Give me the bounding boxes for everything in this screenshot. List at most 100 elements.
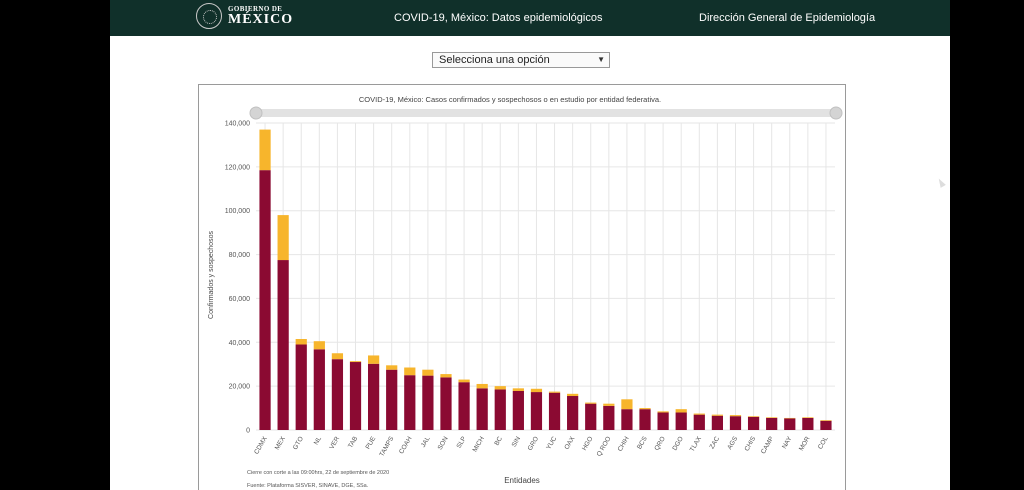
x-tick-label: YUC [545,435,558,451]
bar-segment-suspected [259,129,271,171]
option-select[interactable]: Selecciona una opción ▼ [432,52,610,68]
bar-segment-suspected [766,417,778,418]
logo-main-text: MÉXICO [228,12,294,27]
bar-segment-suspected [277,215,289,261]
bar-segment-confirmed [295,344,307,430]
site-header: GOBIERNO DE MÉXICO COVID-19, México: Dat… [110,0,950,36]
bar-segment-suspected [404,367,416,376]
x-tick-label: BCS [636,435,649,451]
bar-segment-suspected [349,361,362,363]
y-tick-label: 140,000 [225,121,250,128]
chevron-down-icon: ▼ [597,55,605,64]
bar-segment-suspected [729,415,742,417]
bar-segment-confirmed [548,392,561,430]
bar-segment-confirmed [313,349,325,430]
range-slider-left-handle [249,106,263,120]
bar-segment-confirmed [476,388,488,430]
bar-segment-confirmed [422,375,434,430]
x-tick-label: TLAX [689,435,704,453]
chart-title: COVID-19, México: Casos confirmados y so… [359,95,661,104]
bar-segment-confirmed [567,396,579,430]
chart-labels: COVID-19, México: Casos confirmados y so… [208,95,661,489]
y-tick-label: 80,000 [229,252,251,259]
bar-segment-confirmed [512,390,524,430]
x-tick-label: COL [817,435,830,450]
bar-segment-confirmed [458,382,470,430]
bar-segment-confirmed [585,403,597,430]
national-seal-icon [196,3,222,29]
x-tick-label: AGS [726,435,739,451]
bar-segment-suspected [494,386,506,390]
bar-segment-suspected [675,409,687,413]
x-tick-label: NAY [781,435,794,450]
x-tick-label: SIN [511,435,523,448]
bar-segment-suspected [331,353,344,360]
x-tick-label: CHIS [743,435,757,453]
x-tick-label: Q ROO [596,436,613,458]
x-tick-label: MEX [274,435,287,451]
bar-segment-suspected [621,399,633,410]
range-slider-track [256,109,836,117]
bar-segment-suspected [657,411,669,413]
bar-segment-suspected [548,391,561,393]
chart-frame: 0 20,000 40,000 60,000 80,000 100,000 120,000 1… [198,84,846,490]
y-tick-label: 100,000 [225,208,250,215]
bar-segment-confirmed [404,375,416,430]
y-tick-label: 40,000 [229,340,251,347]
bar-chart: 0 20,000 40,000 60,000 80,000 100,000 120,000 1… [208,95,843,489]
bar-segment-suspected [458,379,470,383]
bar-segment-confirmed [747,416,760,430]
chart-grid [256,122,835,431]
bar-segment-confirmed [621,409,633,430]
x-tick-label: BC [493,435,504,447]
bar-segment-suspected [693,413,705,415]
bar-segment-confirmed [675,412,687,430]
x-tick-label: CAMP [760,436,775,456]
bar-segment-suspected [820,420,832,421]
header-department: Dirección General de Epidemiología [699,12,876,24]
chart-range-slider [249,106,843,120]
bar-segment-confirmed [603,405,615,430]
bar-segment-suspected [368,355,380,364]
bar-segment-confirmed [277,260,289,430]
bar-segment-confirmed [766,417,778,430]
bar-segment-confirmed [386,369,398,430]
y-axis-label: Confirmados y sospechosos [208,231,215,319]
bar-segment-confirmed [802,417,814,430]
bar-segment-confirmed [729,416,742,430]
range-slider-right-handle [829,106,843,120]
chart-source-note: Cierre con corte a las 09:00hrs, 22 de s… [247,470,389,476]
bar-segment-suspected [585,402,597,404]
page: GOBIERNO DE MÉXICO COVID-19, México: Dat… [110,0,950,490]
bar-segment-confirmed [349,362,362,430]
bar-segment-confirmed [693,414,705,430]
x-tick-label: SON [437,435,450,451]
x-tick-label: GTO [292,436,305,452]
y-tick-label: 60,000 [229,296,251,303]
x-tick-label: COAH [398,435,414,455]
bar-segment-suspected [603,403,615,406]
bar-segment-confirmed [711,415,723,430]
chart-bars [259,129,832,430]
bar-segment-suspected [386,365,398,370]
x-tick-label: MOR [798,435,812,452]
x-tick-label: TAB [347,436,359,450]
x-tick-label: MICH [472,435,487,453]
bar-segment-suspected [530,388,543,393]
bar-segment-confirmed [494,389,506,430]
x-tick-label: CDMX [253,435,269,456]
y-tick-label: 120,000 [225,164,250,171]
bar-segment-confirmed [820,420,832,430]
bar-segment-confirmed [657,412,669,430]
bar-segment-suspected [639,408,651,410]
bar-segment-suspected [512,388,524,391]
option-select-value: Selecciona una opción [439,54,550,66]
bar-segment-confirmed [259,170,271,430]
x-tick-label: TAMPS [378,435,395,458]
bar-segment-confirmed [784,418,796,430]
x-tick-label: JAL [420,435,432,449]
bar-segment-suspected [440,374,452,378]
bar-segment-suspected [313,341,325,350]
bar-segment-suspected [711,414,723,416]
header-title: COVID-19, México: Datos epidemiológicos [394,12,603,24]
